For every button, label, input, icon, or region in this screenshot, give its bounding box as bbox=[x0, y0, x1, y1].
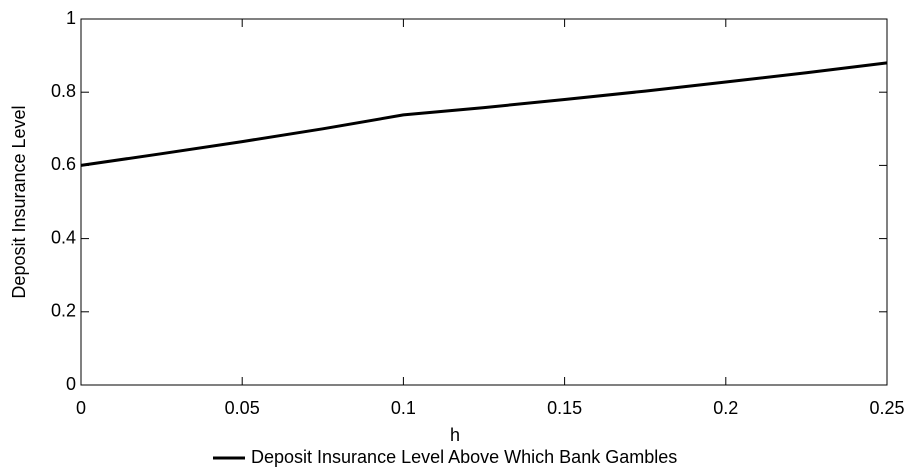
x-tick-label: 0.15 bbox=[547, 398, 582, 418]
y-tick-label: 1 bbox=[66, 8, 76, 28]
y-axis-label: Deposit Insurance Level bbox=[9, 105, 29, 298]
y-tick-label: 0.8 bbox=[51, 81, 76, 101]
x-axis-label: h bbox=[450, 425, 460, 445]
x-tick-label: 0.25 bbox=[869, 398, 904, 418]
x-tick-label: 0 bbox=[76, 398, 86, 418]
x-tick-label: 0.2 bbox=[713, 398, 738, 418]
legend-label: Deposit Insurance Level Above Which Bank… bbox=[251, 447, 677, 467]
y-tick-label: 0.4 bbox=[51, 227, 76, 247]
data-line bbox=[80, 61, 888, 167]
y-tick-label: 0.2 bbox=[51, 301, 76, 321]
x-tick-label: 0.1 bbox=[391, 398, 416, 418]
y-tick-label: 0.6 bbox=[51, 154, 76, 174]
plot-frame bbox=[80, 18, 888, 386]
x-tick-label: 0.05 bbox=[225, 398, 260, 418]
y-tick-label: 0 bbox=[66, 374, 76, 394]
